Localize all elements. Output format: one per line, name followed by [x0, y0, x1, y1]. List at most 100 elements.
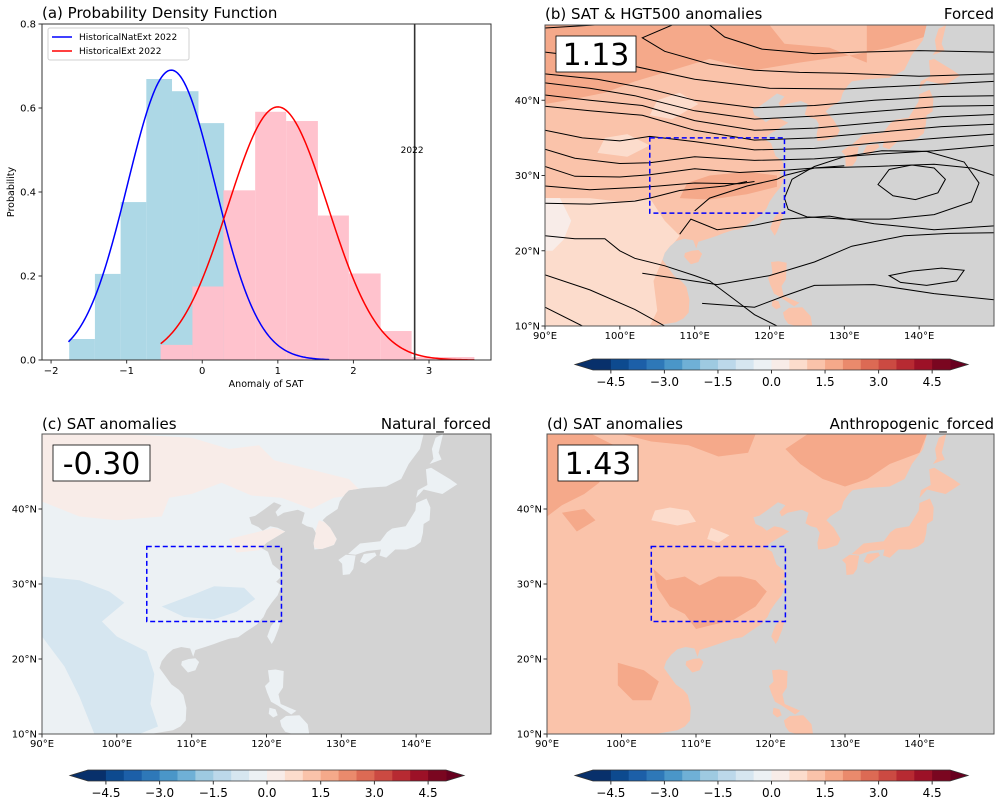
panel-a-ylabel: Probability	[6, 167, 17, 218]
hist-bar-historicalnatext-1	[94, 273, 121, 360]
colorbar-bin	[860, 770, 880, 781]
colorbar-bin	[231, 770, 250, 781]
panel-a-pdf: (a) Probability Density Function 2022 −2…	[6, 4, 492, 390]
lon-tick-label: 110°E	[176, 739, 206, 750]
colorbar-bin	[213, 770, 232, 781]
hgt500-contour-line	[545, 306, 583, 326]
colorbar-tick-label: −3.0	[650, 786, 679, 800]
lon-tick-label: 140°E	[401, 739, 431, 750]
anomaly-region	[653, 569, 767, 629]
hgt500-contour-line	[694, 165, 845, 212]
colorbar-bin	[392, 770, 411, 781]
hgt500-contour-line	[783, 150, 980, 220]
colorbar-tick-label: 0.0	[762, 375, 781, 389]
panel-c-subtitle: Natural_forced	[381, 415, 491, 434]
panel-d-map: (d) SAT anomalies Anthropogenic_forced 1…	[517, 415, 995, 750]
area-mean-value: -0.30	[63, 447, 141, 482]
colorbar-bin	[105, 770, 125, 781]
lon-tick-label: 90°E	[533, 331, 557, 342]
colorbar-bin	[825, 359, 844, 370]
colorbar-tick-label: −4.5	[596, 375, 625, 389]
lon-tick-label: 130°E	[326, 739, 356, 750]
colorbar-bin	[771, 770, 790, 781]
vline-label-2022: 2022	[401, 146, 424, 156]
colorbar-bin	[753, 770, 772, 781]
colorbar-bin	[664, 359, 683, 370]
colorbar-tick-label: 1.5	[816, 375, 835, 389]
hgt500-contour-line	[545, 274, 665, 326]
colorbar-bin	[593, 770, 612, 781]
colorbar-bin	[374, 770, 393, 781]
colorbar-bin	[860, 359, 880, 370]
hist-bar-historicalnatext-2	[120, 202, 147, 360]
area-mean-box	[555, 35, 637, 73]
colorbar-bin	[700, 359, 719, 370]
hist-bar-historicalext-9	[443, 357, 475, 360]
hgt500-contour-line	[887, 267, 966, 286]
lon-tick-label: 120°E	[755, 739, 785, 750]
colorbar-extend-min	[575, 770, 593, 781]
colorbar-bin	[717, 359, 737, 370]
colorbar-bin	[842, 770, 862, 781]
colorbar-bin	[177, 770, 196, 781]
colorbar-tick-label: 3.0	[869, 786, 888, 800]
anomaly-region	[545, 25, 927, 104]
hgt500-contour-line	[545, 82, 994, 120]
hist-bar-historicalext-8	[411, 357, 444, 360]
colorbar-bin	[249, 770, 268, 781]
anomaly-region	[785, 434, 927, 487]
colorbar-b: −4.5 −3.0 −1.5 0.0 1.5 3.0 4.5	[573, 358, 970, 389]
x-tick-label: −1	[119, 366, 134, 377]
region-box	[649, 137, 786, 214]
hist-bar-historicalnatext-0	[69, 339, 95, 360]
lat-tick-label: 20°N	[515, 246, 540, 257]
colorbar-extend-min	[70, 770, 88, 781]
colorbar-tick-label: 4.5	[419, 786, 438, 800]
panel-b-title: (b) SAT & HGT500 anomalies	[545, 5, 762, 23]
region-box	[146, 545, 283, 623]
panel-a-xlabel: Anomaly of SAT	[229, 379, 304, 390]
hgt500-contour-line	[642, 232, 994, 286]
colorbar-extend-max	[950, 359, 968, 370]
colorbar-bin	[878, 770, 897, 781]
colorbar-bin	[88, 770, 107, 781]
colorbar-extend-max	[446, 770, 464, 781]
lon-tick-label: 100°E	[605, 331, 635, 342]
colorbar-bin	[932, 359, 951, 370]
hgt500-contour-line	[545, 129, 994, 151]
panel-a-x-ticks: −2 −1 0 1 2 3	[44, 360, 432, 377]
anomaly-region	[651, 507, 696, 526]
anomaly-region	[707, 527, 730, 543]
lon-tick-label: 90°E	[30, 739, 54, 750]
panel-a-y-ticks: 0.0 0.2 0.4 0.6 0.8	[20, 20, 42, 367]
colorbar-tick-label: 4.5	[923, 786, 942, 800]
hist-bar-historicalnatext-3	[146, 79, 173, 360]
lat-tick-label: 40°N	[517, 505, 542, 516]
colorbar-c: −4.5 −3.0 −1.5 0.0 1.5 3.0 4.5	[68, 769, 466, 800]
colorbar-bin	[878, 359, 897, 370]
colorbar-bin	[914, 770, 933, 781]
region-box	[650, 545, 787, 623]
lon-tick-label: 100°E	[102, 739, 132, 750]
colorbar-bin	[195, 770, 214, 781]
colorbar-bin	[789, 359, 808, 370]
colorbar-tick-label: 3.0	[365, 786, 384, 800]
colorbar-bin	[807, 359, 826, 370]
colorbar-bin	[896, 770, 915, 781]
panel-a-histograms	[69, 79, 475, 360]
colorbar-tick-label: −4.5	[91, 786, 120, 800]
lon-tick-label: 90°E	[535, 739, 559, 750]
colorbar-tick-label: 0.0	[762, 786, 781, 800]
x-tick-label: 1	[275, 366, 281, 377]
hist-bar-historicalext-0	[160, 344, 193, 360]
lon-tick-label: 110°E	[679, 331, 709, 342]
colorbar-bin	[807, 770, 826, 781]
colorbar-bin	[302, 770, 322, 781]
anomaly-region	[545, 198, 680, 326]
colorbar-bin	[646, 770, 665, 781]
y-tick-label: 0.4	[20, 188, 36, 199]
y-tick-label: 0.2	[20, 272, 36, 283]
y-tick-label: 0.6	[20, 104, 36, 115]
lon-tick-label: 110°E	[681, 739, 711, 750]
